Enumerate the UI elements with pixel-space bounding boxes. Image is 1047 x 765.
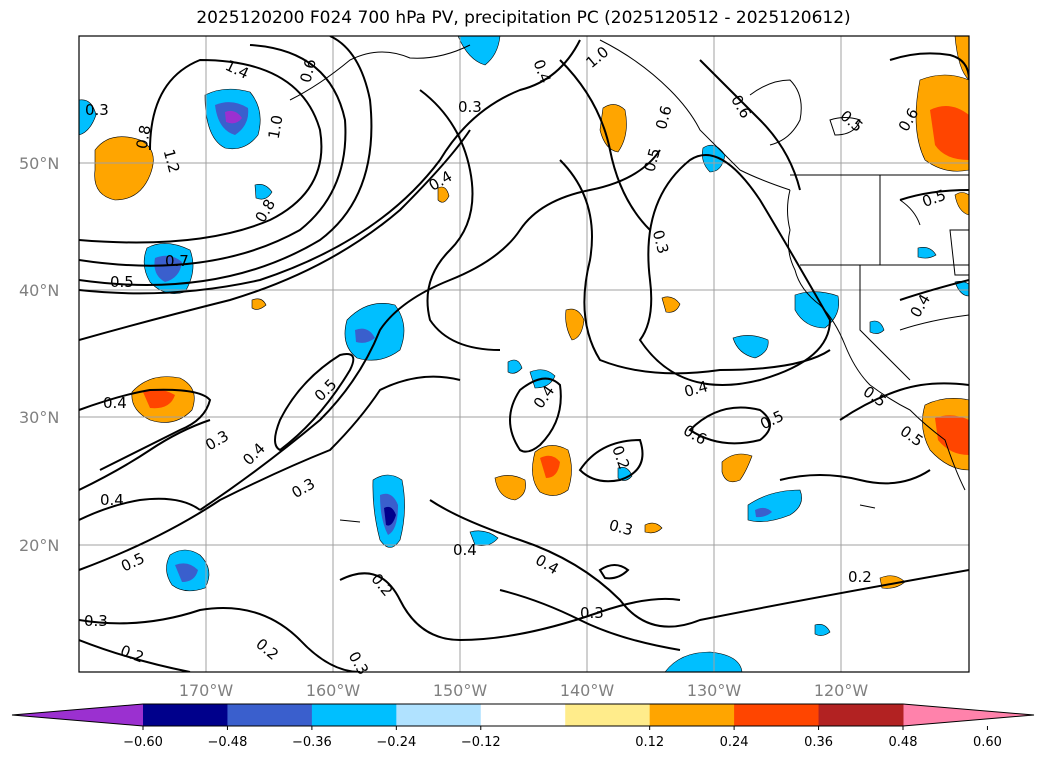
longitude-labels: 170°W 160°W 150°W 140°W 130°W 120°W (179, 681, 869, 700)
precip-blob (644, 522, 663, 534)
lon-label-170w: 170°W (179, 681, 234, 700)
colorbar-extend-low (12, 704, 143, 726)
colorbar-tick-label: 0.48 (889, 735, 918, 750)
colorbar-tick-label: −0.48 (208, 735, 248, 750)
lat-label-30n: 30°N (19, 408, 59, 427)
contour-label: 0.3 (580, 604, 604, 622)
latitude-labels: 50°N 40°N 30°N 20°N (19, 154, 59, 555)
lat-label-40n: 40°N (19, 281, 59, 300)
precip-blob (755, 507, 772, 518)
colorbar-tick-label: 0.36 (804, 735, 833, 750)
contour-label: 0.3 (607, 516, 635, 540)
precip-blob (154, 255, 182, 282)
colorbar: −0.60 −0.48 −0.36 −0.24 −0.12 0.12 0.24 0.36 0.4… (11, 703, 1035, 750)
precip-blob (254, 184, 273, 200)
contour-label: 0.6 (652, 104, 676, 132)
precip-blob (732, 335, 769, 359)
contour-label: 0.3 (649, 228, 673, 256)
colorbar-segment (227, 704, 313, 726)
precip-blob (457, 36, 501, 66)
colorbar-tick-label: −0.12 (461, 735, 501, 750)
precip-blob (494, 475, 526, 501)
map-title: 2025120200 F024 700 hPa PV, precipitatio… (196, 8, 851, 28)
precip-blob (954, 281, 969, 297)
precip-blob (935, 415, 969, 455)
precip-blob (721, 453, 753, 483)
colorbar-tick-label: −0.24 (376, 735, 416, 750)
contour-label: 1.0 (265, 114, 287, 141)
precip-blob (437, 186, 450, 203)
precip-blob (469, 530, 499, 546)
contour-label: 0.4 (453, 541, 477, 559)
precip-blob (540, 455, 560, 478)
contour-label: 0.2 (848, 568, 872, 586)
precip-blob (599, 104, 627, 153)
colorbar-tick-label: −0.36 (292, 735, 332, 750)
colorbar-segment (734, 704, 820, 726)
precip-positive-shading (94, 36, 969, 589)
precip-blob (954, 192, 969, 216)
precip-blob (664, 651, 743, 672)
colorbar-extend-high (903, 704, 1034, 726)
colorbar-segment (649, 704, 735, 726)
contour-label: 0.4 (100, 491, 124, 509)
pv-contours (79, 36, 969, 672)
colorbar-tick-label: 0.60 (973, 735, 1002, 750)
colorbar-segment (480, 704, 566, 726)
contour-label: 1.2 (160, 147, 184, 175)
precip-blob (814, 624, 831, 636)
graticule (79, 36, 969, 672)
contour-label: 0.4 (682, 377, 710, 401)
lat-label-20n: 20°N (19, 536, 59, 555)
contour-label: 0.8 (133, 124, 155, 151)
map-frame (78, 35, 970, 673)
lat-label-50n: 50°N (19, 154, 59, 173)
lon-label-120w: 120°W (814, 681, 869, 700)
colorbar-segment (565, 704, 651, 726)
precip-blob (79, 99, 97, 136)
precip-blob (954, 36, 969, 81)
contour-label: 0.3 (85, 101, 109, 119)
colorbar-segment (396, 704, 482, 726)
lon-label-140w: 140°W (560, 681, 615, 700)
precip-blob (384, 506, 396, 526)
precip-blob (565, 308, 585, 341)
lon-label-160w: 160°W (306, 681, 361, 700)
lon-label-150w: 150°W (433, 681, 488, 700)
contour-label: 0.5 (110, 273, 134, 291)
precip-blob (930, 106, 969, 160)
colorbar-tick-label: −0.60 (123, 735, 163, 750)
precip-blob (355, 328, 375, 343)
contour-label: 0.4 (103, 394, 127, 412)
precip-blob (917, 247, 937, 259)
colorbar-tick-label: 0.24 (720, 735, 749, 750)
colorbar-segment (311, 704, 397, 726)
colorbar-segment (143, 704, 228, 726)
colorbar-tick-label: 0.12 (635, 735, 664, 750)
precip-blob (661, 296, 681, 313)
precip-blob (225, 110, 242, 124)
contour-label: 0.3 (84, 612, 108, 630)
precip-blob (507, 359, 523, 374)
precip-blob (251, 298, 267, 310)
precip-blob (794, 291, 839, 329)
coastlines (289, 39, 969, 523)
colorbar-segment (818, 704, 904, 726)
precip-blob (869, 320, 885, 334)
contour-label: 0.3 (458, 98, 482, 116)
precip-negative-shading (79, 36, 969, 672)
precip-blob (94, 136, 154, 201)
contour-label: 0.6 (296, 57, 320, 85)
precip-blob (143, 389, 175, 409)
precip-blob (175, 563, 198, 582)
contour-label: 0.7 (165, 252, 189, 270)
contour-label: 0.5 (640, 146, 664, 174)
lon-label-130w: 130°W (687, 681, 742, 700)
